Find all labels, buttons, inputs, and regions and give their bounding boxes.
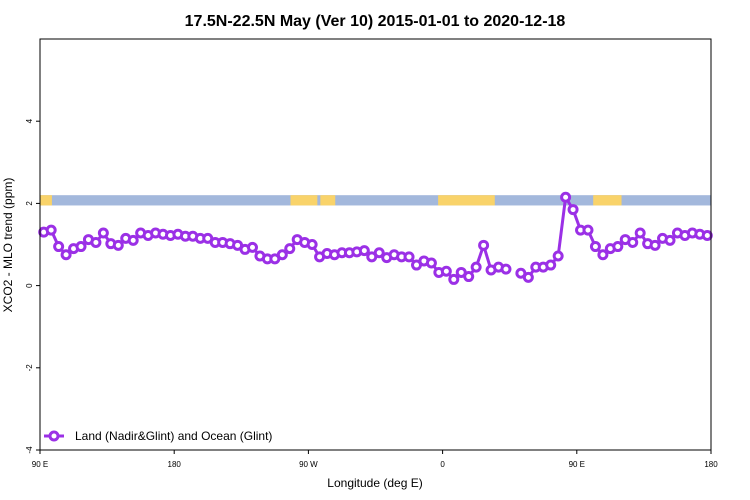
plot-frame [39, 38, 712, 451]
data-point [97, 227, 109, 239]
data-point [612, 241, 624, 253]
x-tick-label: 90 E [569, 460, 585, 469]
ocean-band [40, 195, 711, 206]
y-tick-label: 0 [25, 283, 34, 288]
data-point [582, 224, 594, 236]
y-axis: -4 -2 0 2 4 [25, 118, 40, 454]
data-point [567, 204, 579, 216]
data-point [463, 271, 475, 283]
land-segment [593, 195, 622, 206]
data-point [403, 251, 415, 263]
y-tick-label: -4 [25, 446, 34, 454]
x-tick-label: 180 [168, 460, 182, 469]
chart-title: 17.5N-22.5N May (Ver 10) 2015-01-01 to 2… [185, 13, 566, 30]
y-axis-label: XCO2 - MLO trend (ppm) [1, 178, 15, 313]
y-tick-label: 4 [25, 118, 34, 123]
data-point [560, 191, 572, 203]
data-point [112, 239, 124, 251]
x-tick-label: 90 W [299, 460, 318, 469]
series-layer [38, 191, 713, 285]
land-segment [40, 195, 52, 206]
data-point [60, 249, 72, 261]
data-point [358, 245, 370, 257]
data-point [306, 239, 318, 250]
data-point [53, 241, 65, 253]
data-point [589, 241, 601, 253]
data-point [373, 247, 385, 259]
land-ocean-mask [40, 195, 711, 206]
legend-entry-label: Land (Nadir&Glint) and Ocean (Glint) [75, 429, 272, 443]
land-segment [438, 195, 495, 206]
legend: Land (Nadir&Glint) and Ocean (Glint) [44, 429, 272, 443]
data-point [448, 273, 460, 285]
data-point [597, 249, 609, 261]
x-tick-label: 180 [704, 460, 718, 469]
data-point [545, 259, 557, 271]
data-point [440, 265, 452, 277]
data-point [470, 261, 482, 273]
y-tick-label: 2 [25, 201, 34, 206]
x-axis: 90 E 180 90 W 0 90 E 180 [32, 450, 718, 469]
data-point [276, 249, 288, 261]
x-tick-label: 90 E [32, 460, 48, 469]
data-point [627, 236, 639, 248]
data-point [425, 257, 437, 269]
y-tick-label: -2 [25, 364, 34, 372]
data-point [634, 227, 646, 239]
data-point [127, 234, 139, 246]
data-point [90, 236, 102, 248]
data-point [552, 250, 564, 262]
data-point [664, 234, 676, 246]
data-point [500, 263, 512, 275]
legend-marker-swatch [48, 430, 60, 442]
data-point [522, 271, 534, 283]
land-segment [290, 195, 318, 206]
data-point [75, 241, 87, 253]
data-point [701, 229, 713, 241]
data-point [45, 224, 57, 236]
data-point [246, 241, 258, 253]
land-segment [320, 195, 336, 206]
series-line [43, 228, 500, 281]
x-axis-label: Longitude (deg E) [327, 476, 422, 490]
data-point [284, 243, 296, 255]
x-tick-label: 0 [440, 460, 445, 469]
data-point [649, 239, 661, 251]
data-point [478, 239, 490, 251]
